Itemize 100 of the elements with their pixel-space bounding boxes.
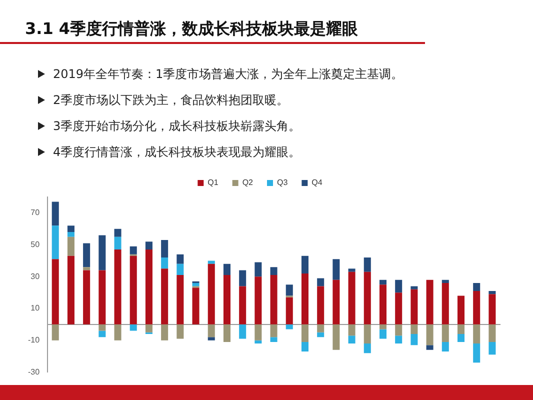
bar <box>442 280 449 284</box>
bar <box>395 280 402 293</box>
bar <box>130 256 137 324</box>
bar <box>488 294 496 324</box>
bar <box>488 342 496 355</box>
bar <box>223 275 230 324</box>
bar <box>395 336 402 344</box>
bar <box>270 337 278 342</box>
bar <box>286 297 293 324</box>
bar <box>286 324 293 330</box>
bar <box>457 334 465 342</box>
bar <box>98 235 106 270</box>
bar <box>473 283 480 291</box>
bar <box>67 232 74 237</box>
bar <box>52 259 59 324</box>
bar <box>239 286 246 324</box>
bar <box>410 334 418 346</box>
bar <box>208 337 215 340</box>
bar <box>488 290 496 294</box>
legend-label: Q2 <box>242 178 254 188</box>
bar <box>208 324 215 338</box>
bar <box>379 284 386 324</box>
bar <box>223 264 230 276</box>
bar <box>332 324 340 350</box>
bar <box>348 268 356 272</box>
bar <box>208 264 215 324</box>
bar <box>176 254 184 264</box>
bar <box>254 276 262 324</box>
bar <box>176 275 184 324</box>
bar <box>442 283 449 324</box>
bar <box>161 258 168 269</box>
y-tick-label: 50 <box>30 240 40 249</box>
bar <box>301 273 308 324</box>
bar <box>348 324 356 336</box>
bar <box>410 289 418 324</box>
legend-label: Q4 <box>312 178 323 188</box>
bar <box>67 226 74 232</box>
bar <box>426 280 434 324</box>
bar <box>270 267 278 276</box>
bar <box>379 329 386 339</box>
bar <box>83 267 90 270</box>
bar <box>426 345 434 350</box>
bar <box>145 250 152 324</box>
bar <box>254 340 262 344</box>
bar <box>161 240 168 258</box>
bar <box>457 296 465 324</box>
bar <box>67 236 74 256</box>
bar <box>395 292 402 324</box>
bar <box>410 324 418 334</box>
bar <box>364 344 371 354</box>
bar <box>473 344 480 363</box>
bar <box>317 332 324 338</box>
bar <box>130 246 137 254</box>
y-tick-label: -10 <box>28 336 40 345</box>
bar <box>98 330 106 338</box>
bar <box>442 324 449 342</box>
bar <box>98 324 106 331</box>
bar <box>442 342 449 352</box>
bar <box>130 324 137 331</box>
bar <box>239 324 246 339</box>
bar <box>270 275 278 324</box>
bar <box>208 260 215 264</box>
bar <box>379 324 386 330</box>
bar <box>145 324 152 332</box>
bar <box>114 236 122 250</box>
bar <box>395 324 402 336</box>
y-tick-label: 30 <box>30 272 40 281</box>
bar <box>114 228 122 237</box>
bar <box>473 290 480 324</box>
bar <box>52 226 59 260</box>
legend-label: Q3 <box>277 178 288 188</box>
y-tick-label: 70 <box>30 208 40 218</box>
bar <box>98 270 106 324</box>
bar <box>364 272 371 324</box>
bar <box>301 256 308 274</box>
bar <box>488 324 496 342</box>
bar <box>286 284 293 296</box>
bar <box>270 324 278 338</box>
bar <box>301 324 308 342</box>
bar <box>114 324 122 340</box>
bar <box>192 283 200 286</box>
text: 2019年全年节奏：1季度市场普遍大涨，为全年上涨奠定主基调。 <box>53 66 404 82</box>
bar <box>83 243 90 268</box>
bar <box>348 336 356 344</box>
bar <box>457 324 465 334</box>
bar <box>301 342 308 352</box>
bar <box>176 264 184 276</box>
bar <box>52 202 59 226</box>
bar <box>161 324 168 340</box>
bar <box>192 288 200 324</box>
bar <box>254 262 262 277</box>
text: 3季度开始市场分化，成长科技板块崭露头角。 <box>53 118 301 134</box>
bar <box>364 324 371 344</box>
text: 4季度行情普涨，成长科技板块表现最为耀眼。 <box>53 144 301 160</box>
bar <box>145 242 152 250</box>
text: 2季度市场以下跌为主，食品饮料抱团取暖。 <box>53 92 289 108</box>
bar <box>426 324 434 346</box>
bar <box>348 272 356 324</box>
bar <box>83 270 90 324</box>
bar <box>239 270 246 286</box>
